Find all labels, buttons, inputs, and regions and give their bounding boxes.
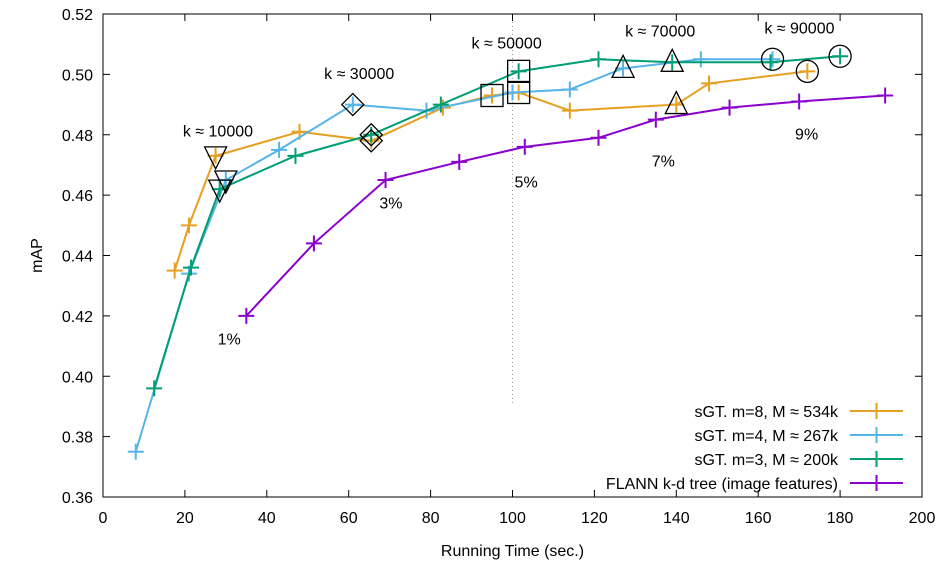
data-point (764, 51, 781, 68)
k-marker-triangle-down (203, 146, 228, 171)
legend-marker (868, 475, 885, 491)
y-tick-label: 0.38 (62, 430, 93, 447)
k-annotation: k ≈ 70000 (625, 24, 695, 41)
x-tick-label: 140 (663, 510, 690, 527)
x-tick-label: 20 (176, 510, 194, 527)
data-point (721, 99, 738, 116)
percent-annotation: 7% (652, 153, 675, 170)
legend: sGT. m=8, M ≈ 534k sGT. m=4, M ≈ 267k sGT.… (606, 403, 903, 493)
series-layer (127, 48, 894, 460)
legend-label: sGT. m=4, M ≈ 267k (695, 428, 839, 445)
legend-label: sGT. m=8, M ≈ 534k (695, 404, 839, 421)
legend-label: FLANN k-d tree (image features) (606, 476, 838, 493)
y-tick-label: 0.50 (62, 67, 93, 84)
x-tick-label: 120 (581, 510, 608, 527)
data-point (832, 48, 849, 65)
data-point (615, 60, 632, 77)
data-point (451, 153, 468, 170)
y-tick-label: 0.48 (62, 128, 93, 145)
k-marker-circle (828, 44, 852, 68)
legend-marker (868, 427, 885, 443)
data-point (516, 138, 533, 155)
data-point (590, 129, 607, 146)
data-point (305, 235, 322, 252)
x-tick-label: 200 (909, 510, 936, 527)
x-tick-label: 160 (745, 510, 772, 527)
series-line-3 (245, 94, 886, 317)
k-marker-square (480, 83, 504, 108)
data-point (791, 93, 808, 110)
data-point (590, 51, 607, 68)
legend-marker (868, 451, 885, 467)
annotation-layer: k ≈ 10000 k ≈ 30000 k ≈ 50000 k ≈ 70000 k ≈ … (183, 21, 835, 349)
k-marker-triangle-down (213, 170, 238, 195)
axis-layer: 0 20 40 60 80 100 120 140 160 180 200 0.36 0.38 0.40 0… (62, 7, 936, 527)
y-tick-label: 0.36 (62, 490, 93, 507)
k-annotation: k ≈ 90000 (764, 21, 834, 38)
percent-annotation: 5% (515, 175, 538, 192)
x-tick-label: 40 (258, 510, 276, 527)
k-marker-square (506, 80, 531, 105)
k-marker-triangle-down (207, 179, 232, 204)
k-marker-diamond (359, 122, 384, 147)
k-marker-square (506, 59, 531, 84)
legend-label: sGT. m=3, M ≈ 200k (695, 452, 839, 469)
data-point (287, 147, 304, 164)
data-point (146, 380, 163, 397)
data-point (561, 102, 578, 119)
data-point (377, 172, 394, 189)
data-point (238, 307, 255, 324)
data-point (207, 147, 224, 164)
x-tick-label: 180 (827, 510, 854, 527)
data-point (668, 96, 685, 113)
legend-marker (868, 403, 885, 419)
series-line-1 (134, 58, 773, 453)
data-point (664, 54, 681, 71)
data-point (510, 63, 527, 80)
k-marker-circle (795, 59, 819, 84)
k-marker-triangle-up (660, 47, 685, 72)
percent-annotation: 9% (795, 126, 818, 143)
data-point (877, 87, 894, 104)
x-tick-label: 0 (99, 510, 108, 527)
data-point (344, 96, 361, 113)
x-axis-label: Running Time (sec.) (441, 543, 584, 560)
k-marker-triangle-up (664, 90, 689, 115)
x-tick-label: 80 (422, 510, 440, 527)
data-point (127, 443, 144, 460)
data-point (561, 81, 578, 98)
data-point (701, 75, 718, 92)
data-point (799, 63, 816, 80)
k-marker-layer (203, 44, 852, 204)
y-tick-label: 0.44 (62, 249, 93, 266)
percent-annotation: 3% (379, 196, 402, 213)
data-point (180, 217, 197, 234)
k-annotation: k ≈ 10000 (183, 123, 253, 140)
k-marker-diamond (340, 92, 365, 117)
data-point (183, 259, 200, 276)
x-tick-label: 60 (340, 510, 358, 527)
series-line-0 (173, 70, 808, 271)
data-point (762, 54, 779, 71)
data-point (432, 96, 449, 113)
data-point (166, 262, 183, 279)
y-tick-label: 0.52 (62, 7, 93, 24)
y-tick-label: 0.42 (62, 309, 93, 326)
x-tick-label: 100 (499, 510, 526, 527)
y-tick-label: 0.46 (62, 188, 93, 205)
data-point (647, 111, 664, 128)
k-annotation: k ≈ 30000 (324, 66, 394, 83)
k-marker-diamond (359, 128, 384, 153)
k-marker-circle (760, 47, 785, 71)
y-tick-label: 0.40 (62, 369, 93, 386)
data-point (211, 181, 228, 198)
k-marker-triangle-up (611, 53, 636, 78)
y-axis-label: mAP (29, 238, 46, 273)
data-point (692, 51, 709, 68)
k-annotation: k ≈ 50000 (472, 36, 542, 53)
percent-annotation: 1% (218, 332, 241, 349)
data-point (271, 141, 288, 158)
